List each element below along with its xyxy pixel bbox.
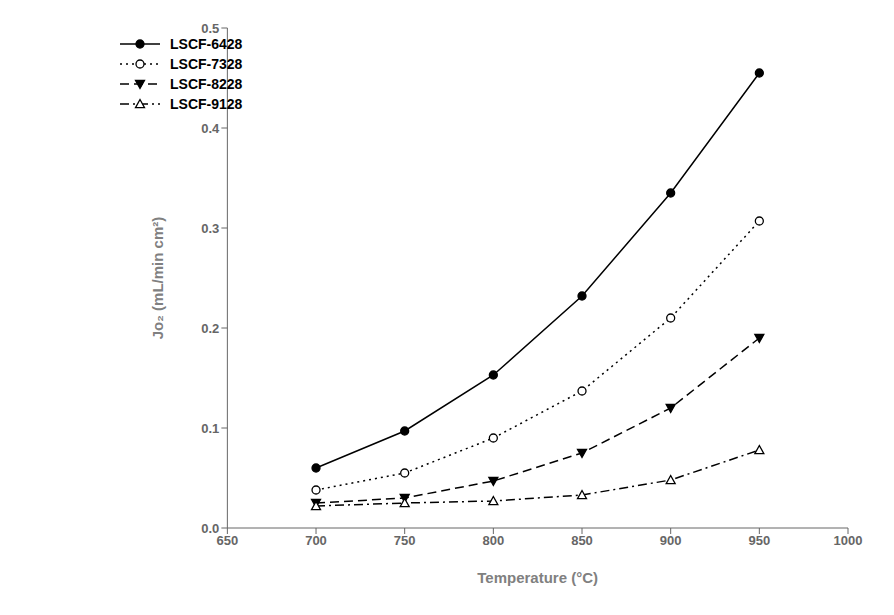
svg-text:0.1: 0.1	[201, 421, 219, 436]
svg-text:750: 750	[394, 533, 416, 548]
svg-text:950: 950	[748, 533, 770, 548]
svg-text:0.5: 0.5	[201, 21, 219, 36]
svg-text:Jo₂ (mL/min cm²): Jo₂ (mL/min cm²)	[149, 217, 166, 340]
svg-text:650: 650	[217, 533, 239, 548]
html-text:LSCF-9128: LSCF-9128	[170, 96, 243, 112]
html-text:LSCF-6428: LSCF-6428	[170, 36, 243, 52]
svg-text:1000: 1000	[834, 533, 863, 548]
svg-text:900: 900	[660, 533, 682, 548]
svg-text:Temperature (°C): Temperature (°C)	[477, 569, 598, 586]
svg-text:700: 700	[305, 533, 327, 548]
svg-text:0.2: 0.2	[201, 321, 219, 336]
svg-text:0.3: 0.3	[201, 221, 219, 236]
svg-text:800: 800	[482, 533, 504, 548]
html-text:LSCF-7328: LSCF-7328	[170, 56, 243, 72]
svg-text:850: 850	[571, 533, 593, 548]
html-text:LSCF-8228: LSCF-8228	[170, 76, 243, 92]
svg-text:0.4: 0.4	[201, 121, 220, 136]
svg-text:0.0: 0.0	[201, 521, 219, 536]
